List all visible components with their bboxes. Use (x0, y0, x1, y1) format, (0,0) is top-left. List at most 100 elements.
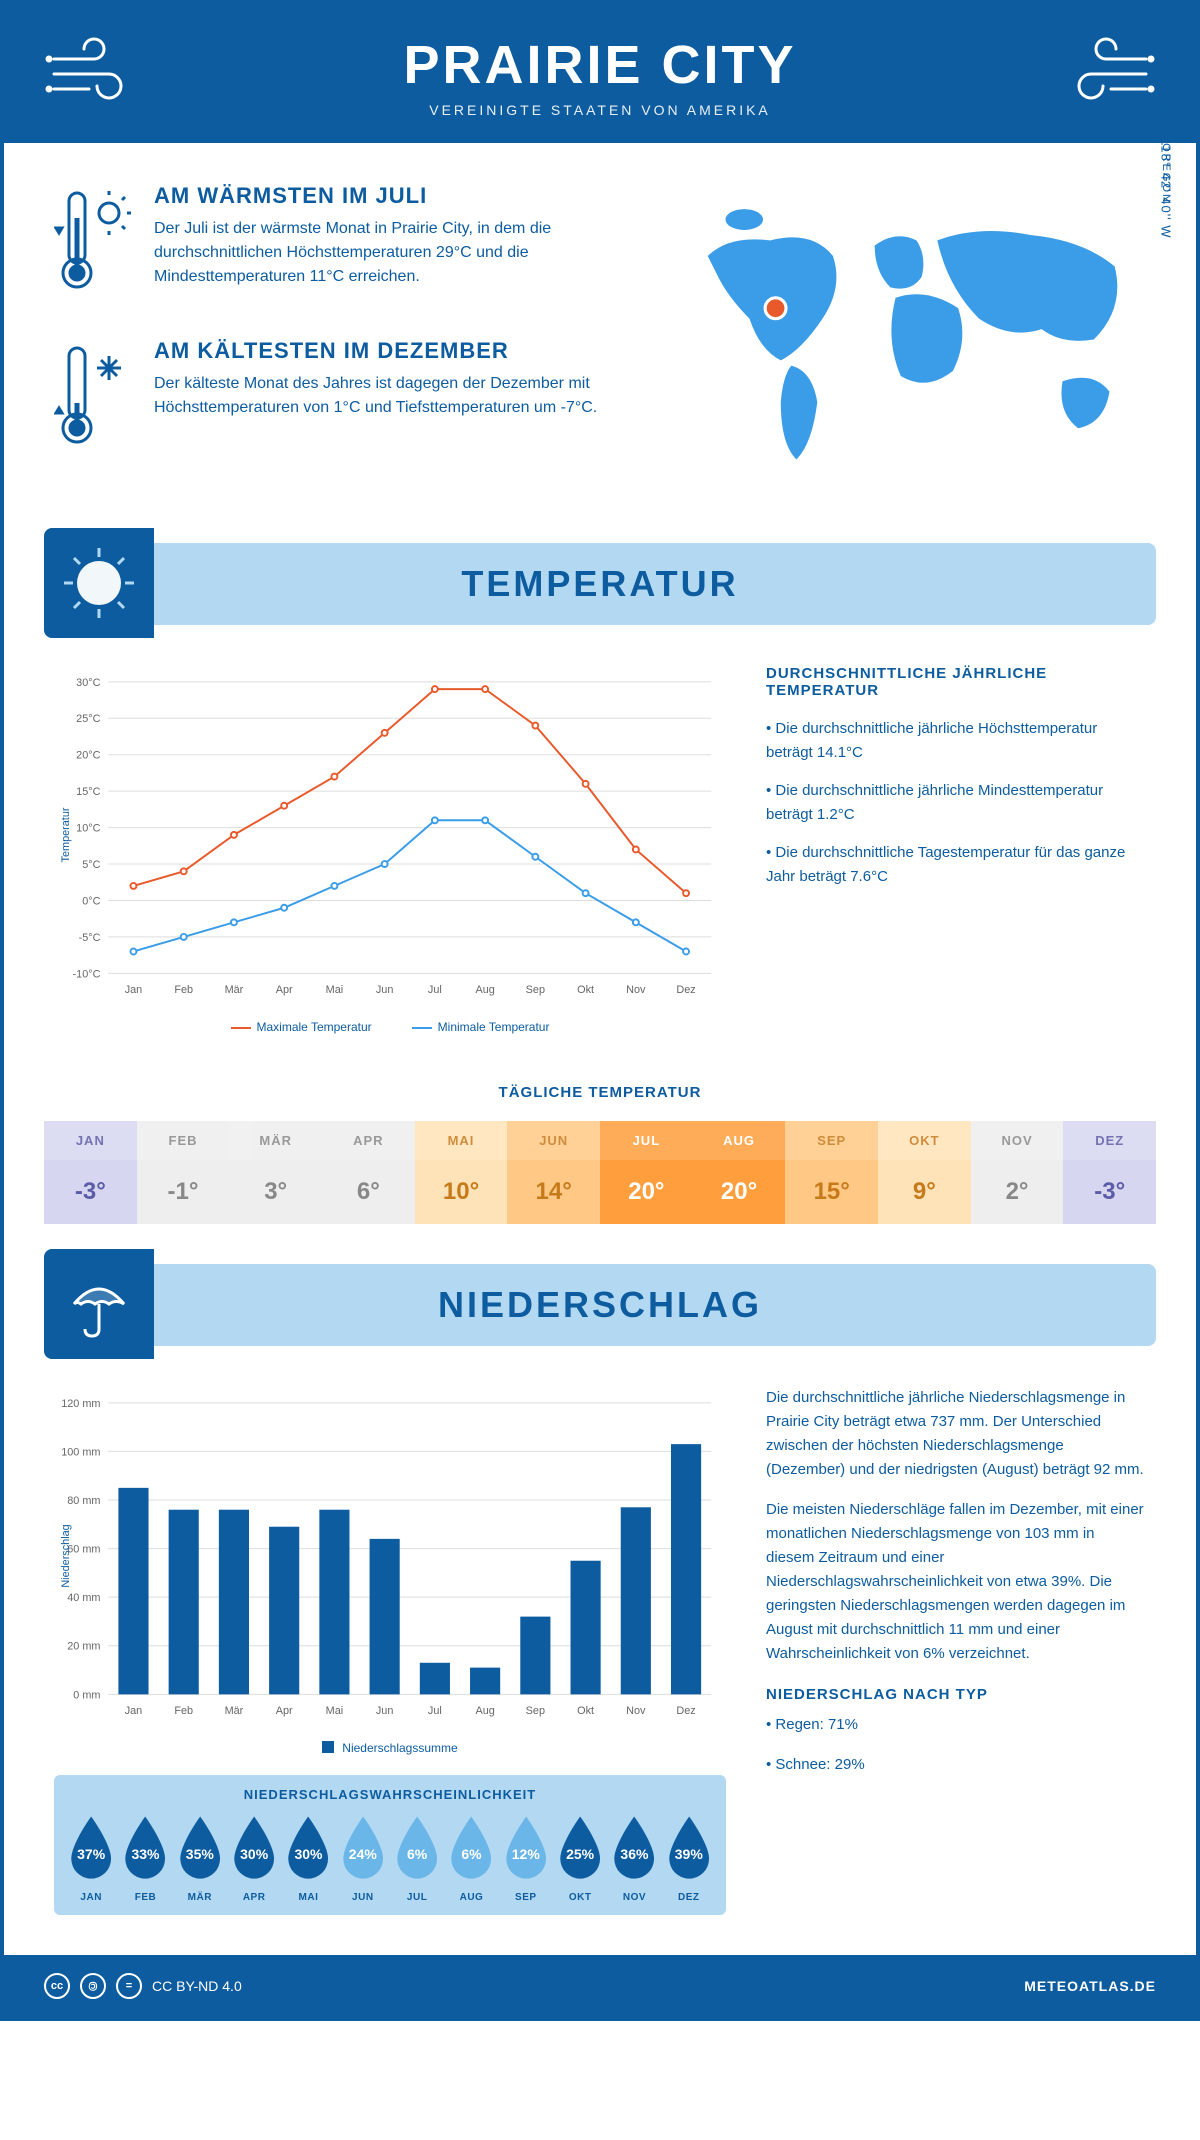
precipitation-chart: 0 mm20 mm40 mm60 mm80 mm100 mm120 mmJanF… (54, 1386, 726, 1755)
svg-text:Apr: Apr (276, 984, 293, 996)
daily-temp-cell: FEB-1° (137, 1121, 230, 1224)
nd-icon: = (116, 1973, 142, 1999)
daily-temp-cell: NOV2° (971, 1121, 1064, 1224)
warmest-text: Der Juli ist der wärmste Monat in Prairi… (154, 217, 636, 289)
probability-drop: 33%FEB (120, 1814, 170, 1903)
legend-precip: Niederschlagssumme (54, 1741, 726, 1755)
svg-text:20 mm: 20 mm (67, 1641, 100, 1653)
by-icon: 🄯 (80, 1973, 106, 1999)
temperature-chart: -10°C -5°C 0°C 5°C 10°C 15°C 20°C 25°C 30°C Jan Fe… (54, 665, 726, 1034)
svg-text:Sep: Sep (526, 984, 545, 996)
svg-text:Jun: Jun (376, 984, 394, 996)
daily-temp-cell: APR6° (322, 1121, 415, 1224)
temperature-section-header: TEMPERATUR (44, 543, 1156, 625)
svg-text:5°C: 5°C (82, 859, 100, 871)
svg-text:Jul: Jul (428, 984, 442, 996)
svg-text:100 mm: 100 mm (61, 1446, 100, 1458)
page-footer: cc 🄯 = CC BY-ND 4.0 METEOATLAS.DE (4, 1955, 1196, 2017)
svg-text:30°C: 30°C (76, 677, 100, 689)
svg-text:Nov: Nov (626, 984, 646, 996)
world-map: OREGON 44° 27' 41'' N — 118° 42' 40'' W (666, 183, 1146, 493)
precip-snow: • Schnee: 29% (766, 1753, 1146, 1777)
temperature-title: TEMPERATUR (74, 563, 1126, 605)
svg-text:Jul: Jul (428, 1705, 442, 1717)
warmest-fact: AM WÄRMSTEN IM JULI Der Juli ist der wär… (54, 183, 636, 308)
coldest-title: AM KÄLTESTEN IM DEZEMBER (154, 338, 636, 364)
svg-text:Aug: Aug (475, 1705, 494, 1717)
svg-text:120 mm: 120 mm (61, 1398, 100, 1410)
daily-temp-cell: MÄR3° (229, 1121, 322, 1224)
probability-drop: 12%SEP (501, 1814, 551, 1903)
daily-temp-cell: OKT9° (878, 1121, 971, 1224)
probability-drop: 30%APR (229, 1814, 279, 1903)
svg-text:40 mm: 40 mm (67, 1592, 100, 1604)
svg-text:-10°C: -10°C (73, 968, 101, 980)
svg-text:Nov: Nov (626, 1705, 646, 1717)
temp-bullet-2: • Die durchschnittliche jährliche Mindes… (766, 779, 1146, 827)
temp-bullet-1: • Die durchschnittliche jährliche Höchst… (766, 717, 1146, 765)
probability-drop: 6%JUL (392, 1814, 442, 1903)
daily-temp-cell: MAI10° (415, 1121, 508, 1224)
thermometer-snow-icon (54, 338, 134, 463)
probability-drop: 6%AUG (446, 1814, 496, 1903)
svg-text:Okt: Okt (577, 1705, 594, 1717)
svg-text:Sep: Sep (526, 1705, 545, 1717)
svg-text:15°C: 15°C (76, 786, 100, 798)
page-header: PRAIRIE CITY VEREINIGTE STAATEN VON AMER… (4, 4, 1196, 143)
daily-temp-title: TÄGLICHE TEMPERATUR (4, 1084, 1196, 1101)
probability-drop: 25%OKT (555, 1814, 605, 1903)
svg-text:Apr: Apr (276, 1705, 293, 1717)
precip-text-2: Die meisten Niederschläge fallen im Deze… (766, 1498, 1146, 1666)
legend-min: Minimale Temperatur (412, 1020, 550, 1034)
precipitation-section-header: NIEDERSCHLAG (44, 1264, 1156, 1346)
precip-text-1: Die durchschnittliche jährliche Niedersc… (766, 1386, 1146, 1482)
location-marker-icon (765, 298, 786, 319)
svg-text:Feb: Feb (174, 984, 193, 996)
probability-drop: 37%JAN (66, 1814, 116, 1903)
svg-text:10°C: 10°C (76, 823, 100, 835)
svg-text:80 mm: 80 mm (67, 1495, 100, 1507)
svg-text:Mär: Mär (225, 1705, 244, 1717)
svg-text:Jun: Jun (376, 1705, 394, 1717)
precipitation-probability-box: NIEDERSCHLAGSWAHRSCHEINLICHKEIT 37%JAN33… (54, 1775, 726, 1915)
site-label: METEOATLAS.DE (1024, 1978, 1156, 1994)
country-subtitle: VEREINIGTE STAATEN VON AMERIKA (44, 102, 1156, 118)
license-label: CC BY-ND 4.0 (152, 1978, 242, 1994)
precipitation-info: Die durchschnittliche jährliche Niedersc… (766, 1386, 1146, 1915)
daily-temp-cell: JUL20° (600, 1121, 693, 1224)
daily-temp-cell: JAN-3° (44, 1121, 137, 1224)
probability-drop: 35%MÄR (175, 1814, 225, 1903)
svg-text:Mai: Mai (326, 984, 344, 996)
probability-drop: 30%MAI (283, 1814, 333, 1903)
coordinates-label: 44° 27' 41'' N — 118° 42' 40'' W (1159, 25, 1174, 239)
probability-drop: 24%JUN (338, 1814, 388, 1903)
sun-icon (44, 528, 154, 638)
svg-text:25°C: 25°C (76, 713, 100, 725)
daily-temp-cell: JUN14° (507, 1121, 600, 1224)
svg-text:Feb: Feb (174, 1705, 193, 1717)
daily-temp-cell: AUG20° (693, 1121, 786, 1224)
intro-section: AM WÄRMSTEN IM JULI Der Juli ist der wär… (4, 143, 1196, 523)
svg-text:Mai: Mai (326, 1705, 344, 1717)
probability-drop: 36%NOV (609, 1814, 659, 1903)
legend-max: Maximale Temperatur (231, 1020, 372, 1034)
city-title: PRAIRIE CITY (44, 34, 1156, 96)
daily-temp-cell: SEP15° (785, 1121, 878, 1224)
temp-info-title: DURCHSCHNITTLICHE JÄHRLICHE TEMPERATUR (766, 665, 1146, 699)
svg-text:Jan: Jan (125, 984, 143, 996)
svg-text:60 mm: 60 mm (67, 1544, 100, 1556)
umbrella-icon (44, 1249, 154, 1359)
coldest-fact: AM KÄLTESTEN IM DEZEMBER Der kälteste Mo… (54, 338, 636, 463)
probability-title: NIEDERSCHLAGSWAHRSCHEINLICHKEIT (66, 1787, 714, 1802)
daily-temp-cell: DEZ-3° (1063, 1121, 1156, 1224)
svg-text:-5°C: -5°C (79, 932, 101, 944)
coldest-text: Der kälteste Monat des Jahres ist dagege… (154, 372, 636, 420)
svg-text:0°C: 0°C (82, 895, 100, 907)
svg-text:20°C: 20°C (76, 750, 100, 762)
thermometer-sun-icon (54, 183, 134, 308)
svg-text:Okt: Okt (577, 984, 594, 996)
probability-drop: 39%DEZ (664, 1814, 714, 1903)
daily-temperature-grid: JAN-3°FEB-1°MÄR3°APR6°MAI10°JUN14°JUL20°… (44, 1121, 1156, 1224)
warmest-title: AM WÄRMSTEN IM JULI (154, 183, 636, 209)
svg-text:Dez: Dez (676, 984, 695, 996)
